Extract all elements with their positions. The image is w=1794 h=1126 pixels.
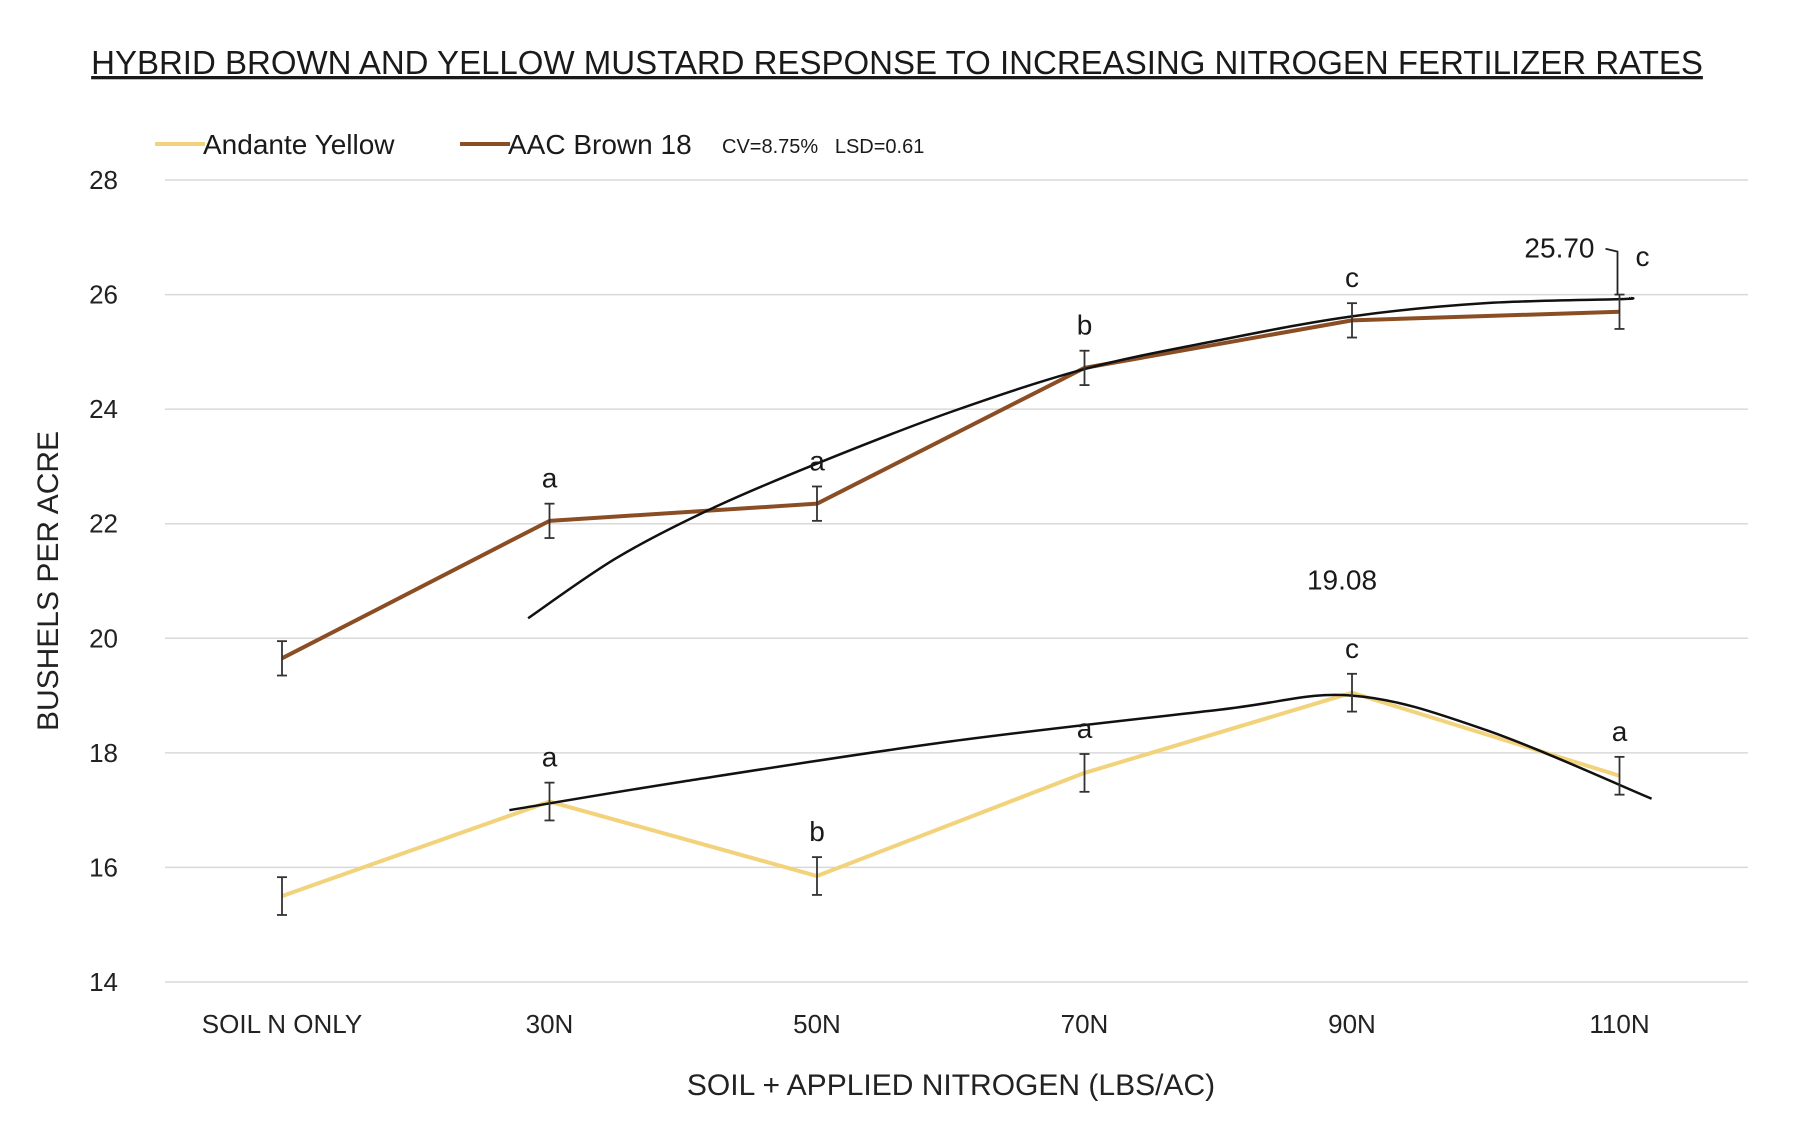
y-tick-label: 16: [89, 852, 118, 882]
x-tick-label: 90N: [1328, 1009, 1376, 1039]
value-annotation: 25.70: [1524, 232, 1594, 263]
significance-letter: a: [542, 463, 558, 494]
y-axis-title: BUSHELS PER ACRE: [32, 431, 65, 731]
y-tick-label: 24: [89, 394, 118, 424]
significance-letter: a: [809, 445, 825, 476]
y-tick-label: 26: [89, 280, 118, 310]
value-annotation: 19.08: [1307, 565, 1377, 596]
significance-letter: a: [1612, 716, 1628, 747]
x-tick-label: 110N: [1589, 1009, 1649, 1039]
y-tick-label: 18: [89, 738, 118, 768]
significance-letter: c: [1345, 262, 1359, 293]
x-tick-label: 70N: [1061, 1009, 1109, 1039]
significance-letter: b: [1077, 310, 1093, 341]
y-tick-label: 14: [89, 967, 118, 997]
legend-label: Andante Yellow: [203, 129, 395, 160]
significance-letter: c: [1345, 633, 1359, 664]
y-tick-label: 28: [89, 165, 118, 195]
x-tick-label: 50N: [793, 1009, 841, 1039]
x-tick-label: SOIL N ONLY: [202, 1009, 362, 1039]
x-axis-title: SOIL + APPLIED NITROGEN (LBS/AC): [687, 1069, 1215, 1102]
y-tick-label: 22: [89, 509, 118, 539]
y-tick-label: 20: [89, 623, 118, 653]
significance-letter: c: [1636, 241, 1650, 272]
significance-letter: a: [1077, 713, 1093, 744]
x-tick-label: 30N: [526, 1009, 574, 1039]
significance-letter: b: [809, 816, 825, 847]
stats-label: CV=8.75% LSD=0.61: [722, 136, 924, 158]
significance-letter: a: [542, 742, 558, 773]
legend-label: AAC Brown 18: [508, 129, 692, 160]
chart-title: HYBRID BROWN AND YELLOW MUSTARD RESPONSE…: [91, 44, 1703, 81]
